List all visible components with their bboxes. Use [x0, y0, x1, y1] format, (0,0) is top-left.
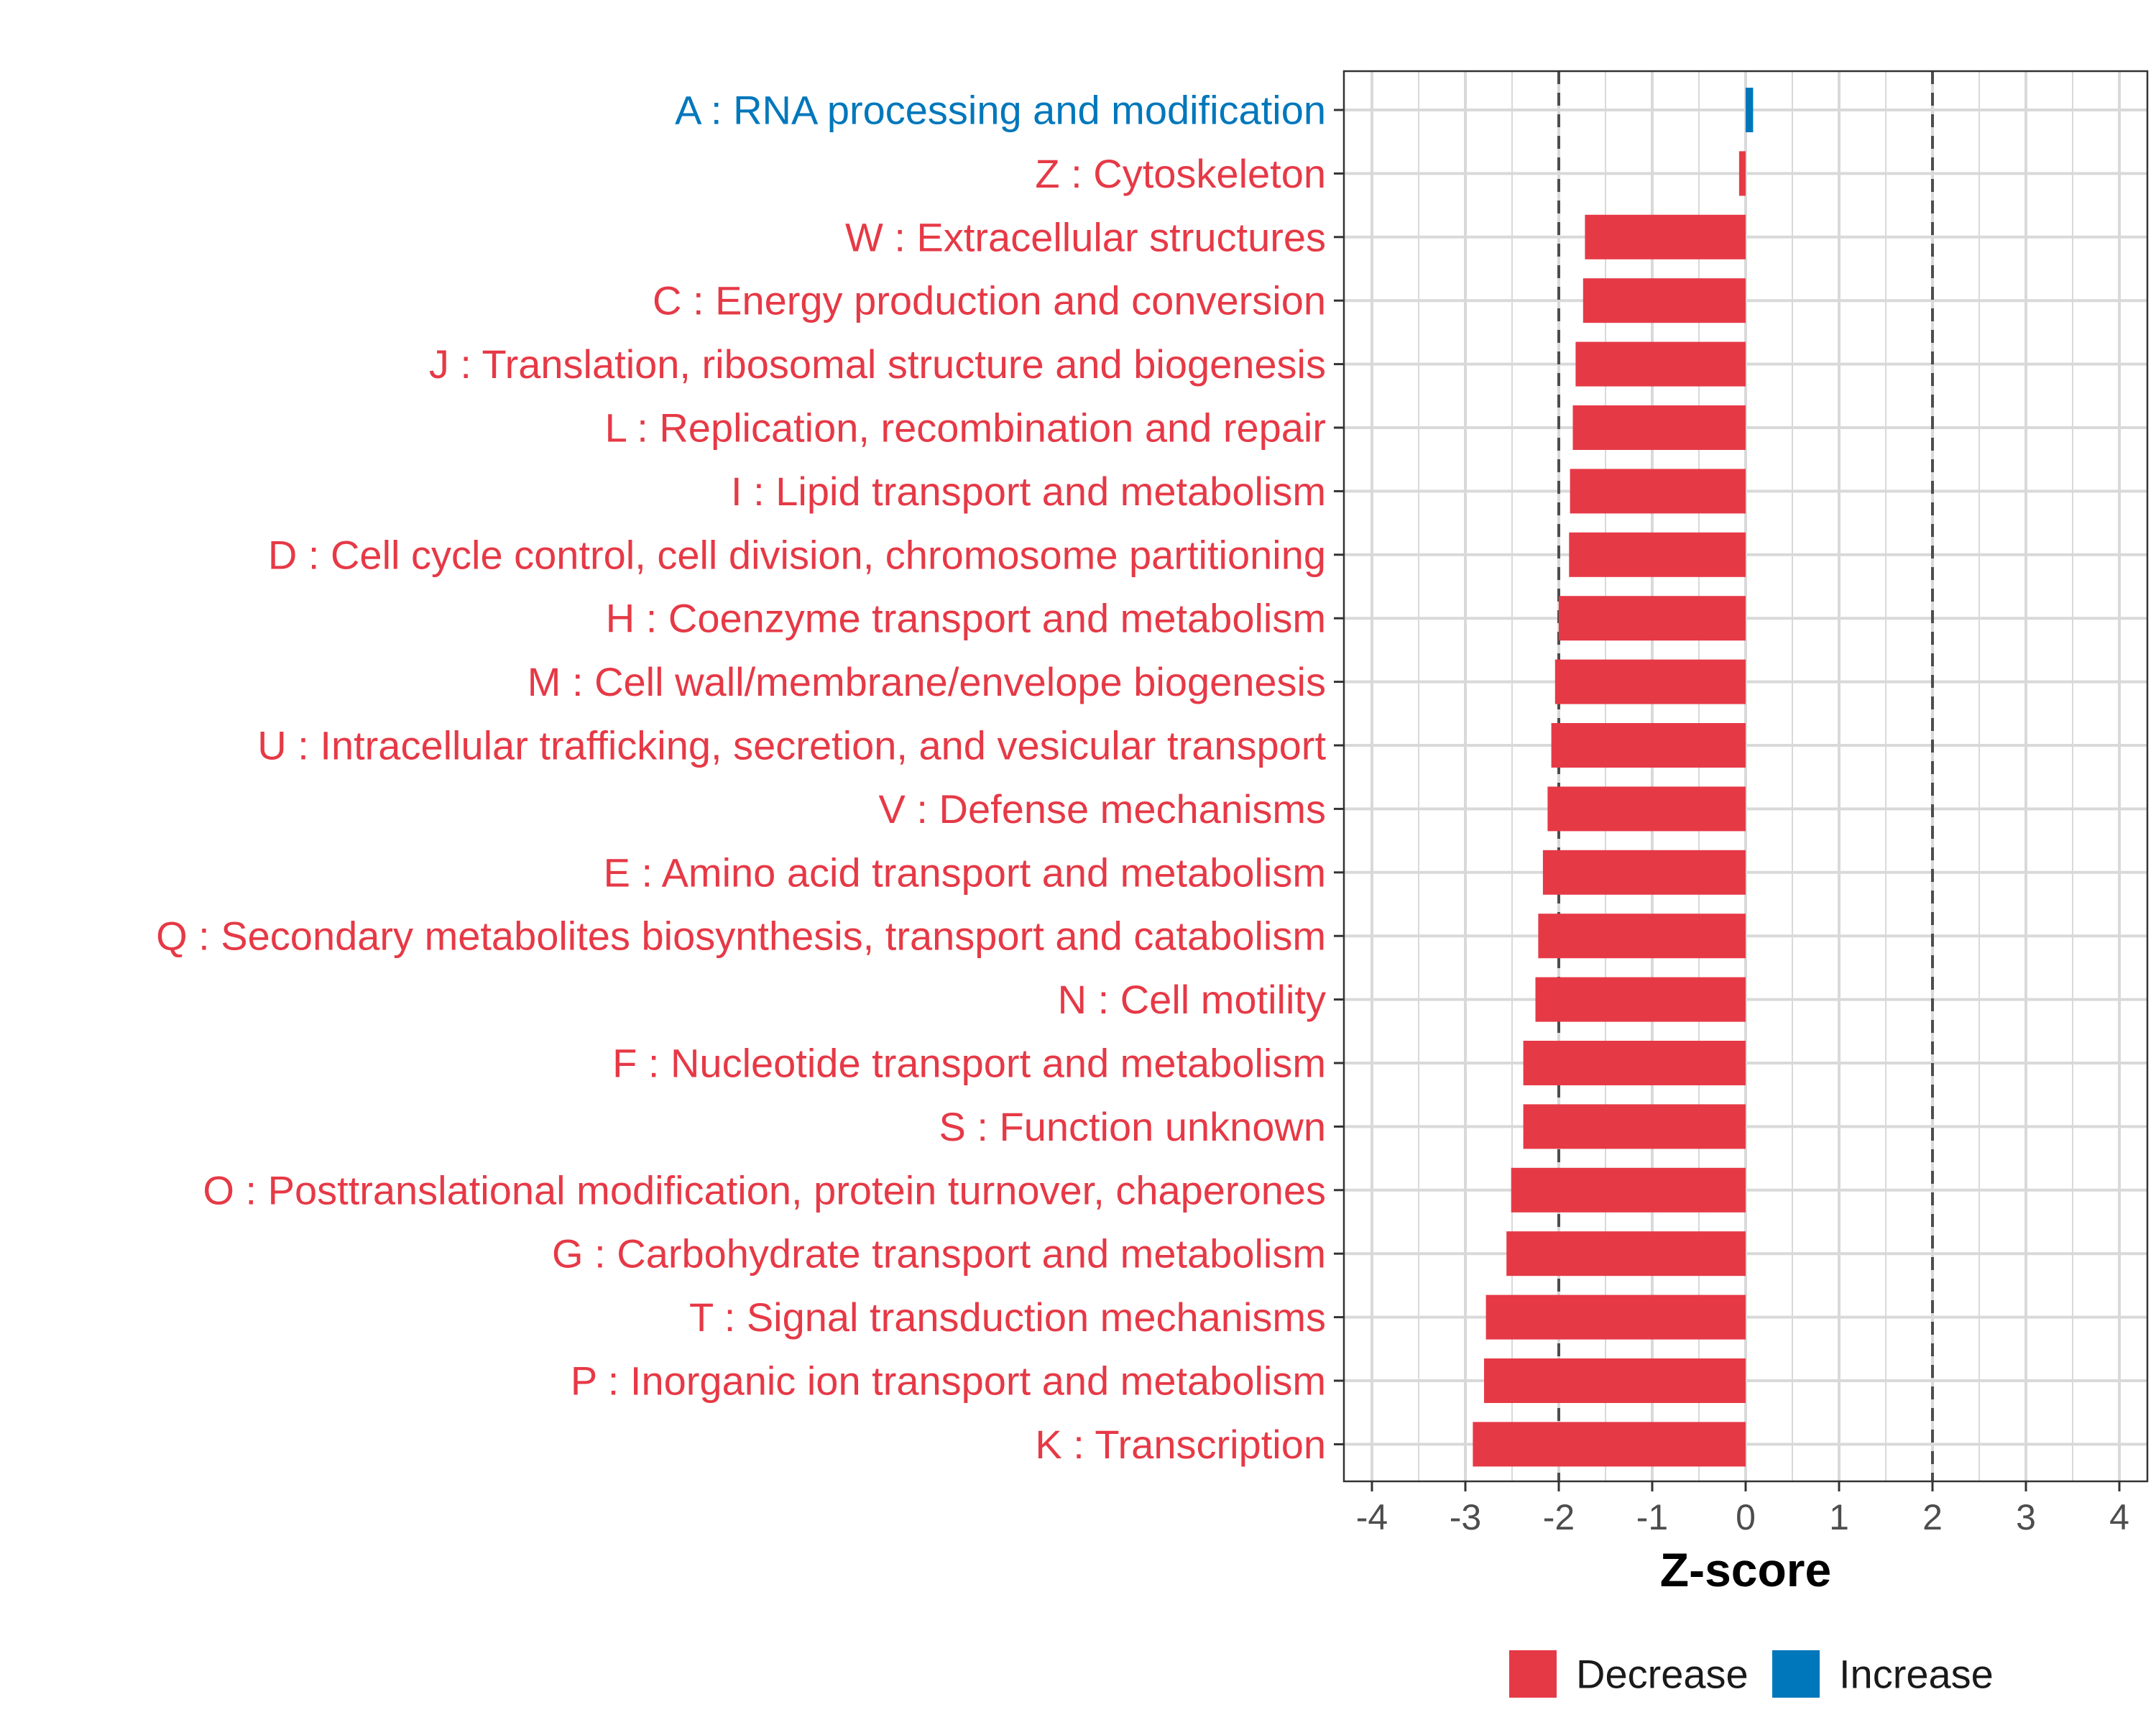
bar: [1570, 469, 1746, 514]
legend-key-decrease: [1509, 1650, 1557, 1698]
y-ticks: [1334, 109, 1344, 1445]
category-label: F : Nucleotide transport and metabolism: [612, 1041, 1326, 1086]
category-label: U : Intracellular trafficking, secretion…: [257, 723, 1326, 768]
bar: [1538, 914, 1746, 959]
bar: [1547, 786, 1746, 832]
x-tick-label: 4: [2109, 1497, 2129, 1537]
x-tick-label: 2: [1922, 1497, 1943, 1537]
bar: [1559, 596, 1746, 641]
category-label: L : Replication, recombination and repai…: [605, 405, 1326, 451]
x-tick-label: 3: [2016, 1497, 2036, 1537]
bar: [1523, 1041, 1746, 1085]
bar: [1583, 278, 1746, 323]
category-label: G : Carbohydrate transport and metabolis…: [552, 1231, 1326, 1276]
category-label: V : Defense mechanisms: [879, 786, 1326, 832]
category-label: M : Cell wall/membrane/envelope biogenes…: [528, 659, 1326, 704]
bar: [1535, 977, 1746, 1022]
bar: [1746, 88, 1754, 132]
category-labels: A : RNA processing and modification Z : C…: [156, 88, 1326, 1467]
bar: [1542, 850, 1746, 895]
legend-label-decrease: Decrease: [1576, 1652, 1749, 1697]
category-label: H : Coenzyme transport and metabolism: [606, 596, 1326, 641]
bar: [1511, 1167, 1746, 1213]
legend-label-increase: Increase: [1839, 1652, 1994, 1697]
bar: [1551, 723, 1746, 768]
category-label: P : Inorganic ion transport and metaboli…: [571, 1358, 1326, 1404]
x-tick-label: -4: [1356, 1497, 1388, 1537]
bar: [1585, 214, 1746, 259]
plot-panel-border: [1342, 70, 2149, 1483]
bar: [1572, 405, 1746, 450]
category-label: I : Lipid transport and metabolism: [731, 469, 1326, 514]
x-tick-label: 1: [1829, 1497, 1849, 1537]
legend-key-increase: [1772, 1650, 1820, 1698]
bar: [1569, 532, 1746, 577]
category-label: K : Transcription: [1035, 1422, 1326, 1467]
bar: [1506, 1231, 1746, 1276]
category-label: C : Energy production and conversion: [653, 278, 1326, 323]
x-tick-label: -3: [1450, 1497, 1481, 1537]
bar: [1575, 341, 1746, 387]
category-label: T : Signal transduction mechanisms: [689, 1294, 1326, 1340]
bar: [1554, 659, 1746, 704]
category-label: O : Posttranslational modification, prot…: [203, 1167, 1326, 1213]
category-label: Z : Cytoskeleton: [1035, 151, 1326, 196]
bar: [1485, 1294, 1746, 1340]
category-label: E : Amino acid transport and metabolism: [604, 850, 1326, 895]
legend: Decrease Increase: [1509, 1650, 1994, 1698]
x-ticks: -4 -3 -2 -1 0 1 2 3 4: [1356, 1481, 2129, 1537]
category-label: S : Function unknown: [939, 1104, 1326, 1149]
bars: [1473, 88, 1754, 1467]
bar: [1738, 151, 1746, 196]
category-label: Q : Secondary metabolites biosynthesis, …: [156, 914, 1326, 959]
bar: [1523, 1104, 1746, 1149]
x-axis-title: Z-score: [1660, 1543, 1831, 1596]
x-tick-label: 0: [1736, 1497, 1756, 1537]
category-label: D : Cell cycle control, cell division, c…: [268, 532, 1326, 577]
x-tick-label: -2: [1543, 1497, 1575, 1537]
bar: [1484, 1358, 1746, 1403]
x-tick-label: -1: [1636, 1497, 1668, 1537]
category-label: J : Translation, ribosomal structure and…: [429, 341, 1326, 387]
bar: [1473, 1422, 1746, 1467]
category-label: A : RNA processing and modification: [675, 88, 1326, 133]
category-label: W : Extracellular structures: [845, 214, 1326, 259]
category-label: N : Cell motility: [1058, 977, 1326, 1022]
